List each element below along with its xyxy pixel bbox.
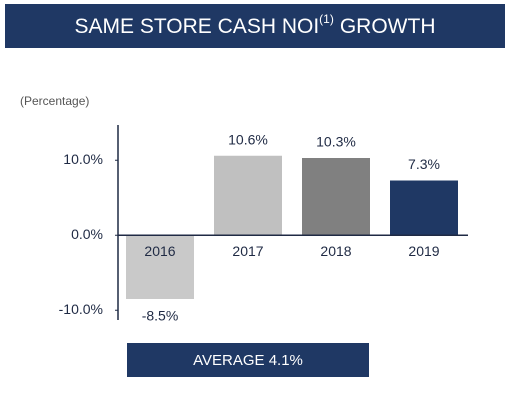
- bar: [302, 158, 370, 236]
- bar: [126, 235, 194, 299]
- x-tick-label: 2018: [320, 243, 351, 259]
- title-note: (1): [319, 12, 334, 26]
- bar: [390, 180, 458, 236]
- y-tick-label: -10.0%: [59, 301, 103, 317]
- chart-title: SAME STORE CASH NOI(1) GROWTH: [75, 12, 436, 37]
- footer-text: AVERAGE 4.1%: [193, 352, 303, 369]
- value-label: 10.3%: [316, 134, 356, 150]
- y-tick-label: 0.0%: [71, 226, 103, 242]
- x-tick-label: 2019: [408, 243, 439, 259]
- y-axis-label: (Percentage): [20, 94, 89, 108]
- x-tick-label: 2017: [232, 243, 263, 259]
- value-label: 10.6%: [228, 131, 268, 147]
- title-end: GROWTH: [340, 15, 436, 38]
- bar: [214, 155, 282, 236]
- value-label: -8.5%: [142, 308, 179, 324]
- title-banner: [5, 4, 505, 48]
- footer-box: [127, 343, 369, 377]
- value-label: 7.3%: [408, 156, 440, 172]
- x-tick-label: 2016: [144, 243, 175, 259]
- title-main: SAME STORE CASH NOI: [75, 15, 320, 38]
- y-tick-label: 10.0%: [63, 151, 103, 167]
